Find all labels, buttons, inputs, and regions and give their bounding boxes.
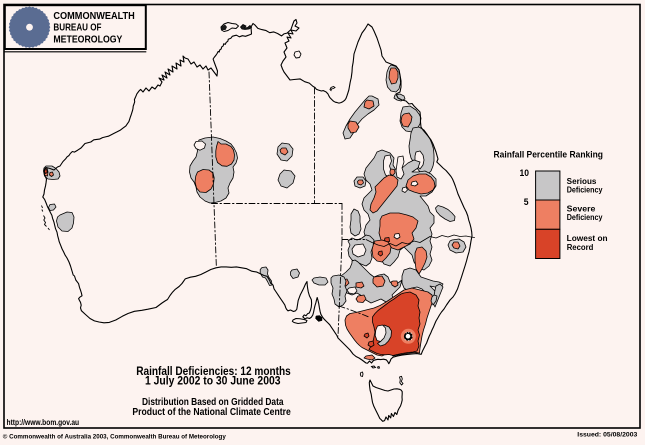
svg-text:Lowest on: Lowest on xyxy=(567,234,608,243)
svg-text:Distribution Based on Gridded: Distribution Based on Gridded Data xyxy=(142,397,284,408)
svg-text:http://www.bom.gov.au: http://www.bom.gov.au xyxy=(7,418,80,427)
svg-text:Severe: Severe xyxy=(567,205,596,214)
svg-text:COMMONWEALTH: COMMONWEALTH xyxy=(53,11,134,22)
svg-text:Rainfall Deficiencies: 12 mont: Rainfall Deficiencies: 12 months xyxy=(136,364,291,378)
svg-text:Serious: Serious xyxy=(567,177,597,186)
svg-text:METEOROLOGY: METEOROLOGY xyxy=(53,34,122,45)
svg-text:Record: Record xyxy=(567,243,594,252)
svg-text:Rainfall Percentile Ranking: Rainfall Percentile Ranking xyxy=(494,150,604,161)
svg-text:© Commonwealth of Australia 20: © Commonwealth of Australia 2003, Common… xyxy=(3,433,226,441)
svg-text:Deficiency: Deficiency xyxy=(567,186,603,195)
svg-text:BUREAU OF: BUREAU OF xyxy=(53,23,101,34)
svg-text:Issued: 05/08/2003: Issued: 05/08/2003 xyxy=(577,432,637,439)
svg-text:5: 5 xyxy=(524,197,529,208)
svg-text:1 July 2002 to 30 June 2003: 1 July 2002 to 30 June 2003 xyxy=(145,374,281,388)
svg-text:Product of the National Climat: Product of the National Climate Centre xyxy=(132,407,291,418)
svg-text:10: 10 xyxy=(520,168,530,179)
svg-text:Deficiency: Deficiency xyxy=(567,213,603,222)
